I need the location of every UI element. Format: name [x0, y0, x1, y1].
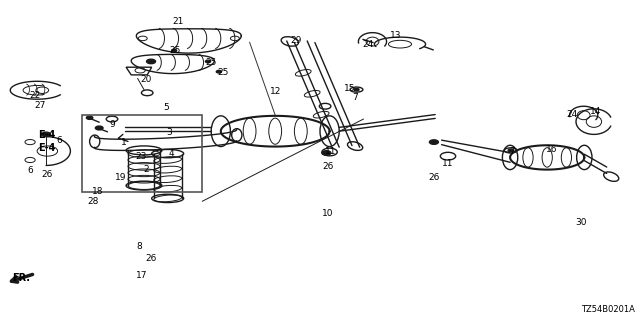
Text: 10: 10 [322, 209, 333, 218]
Text: 11: 11 [324, 148, 336, 156]
Text: 7: 7 [353, 93, 358, 102]
Text: E-4: E-4 [38, 143, 56, 153]
Text: 27: 27 [34, 101, 45, 110]
Text: 17: 17 [136, 271, 148, 280]
Text: 20: 20 [140, 76, 152, 84]
Circle shape [42, 132, 51, 137]
Text: FR.: FR. [12, 273, 30, 283]
Circle shape [147, 59, 156, 64]
Text: 24: 24 [566, 110, 577, 119]
Text: 14: 14 [589, 107, 601, 116]
Circle shape [172, 49, 177, 52]
Circle shape [95, 126, 103, 130]
Text: 29: 29 [290, 36, 301, 45]
Circle shape [508, 149, 513, 152]
Text: 4: 4 [169, 149, 174, 158]
Text: 18: 18 [92, 187, 104, 196]
Text: 28: 28 [87, 197, 99, 206]
Text: 15: 15 [344, 84, 356, 93]
Text: 8: 8 [136, 242, 141, 251]
Text: 11: 11 [442, 159, 454, 168]
Text: 25: 25 [205, 58, 217, 67]
Text: 6: 6 [28, 166, 33, 175]
Text: 1: 1 [121, 138, 126, 147]
Circle shape [322, 151, 331, 155]
Text: 19: 19 [115, 173, 126, 182]
Text: 5: 5 [164, 103, 169, 112]
Text: 21: 21 [172, 17, 184, 26]
Text: 26: 26 [145, 254, 157, 263]
Text: 26: 26 [323, 162, 334, 171]
Circle shape [216, 70, 221, 73]
Text: 9: 9 [109, 120, 115, 129]
Text: E-4: E-4 [38, 130, 56, 140]
Text: 22: 22 [29, 91, 41, 100]
Circle shape [429, 140, 438, 144]
Text: 13: 13 [390, 31, 401, 40]
Bar [82, 115, 202, 192]
Text: 12: 12 [269, 87, 281, 96]
Text: 3: 3 [167, 128, 172, 137]
Text: 16: 16 [546, 145, 557, 154]
Text: 26: 26 [428, 173, 440, 182]
Circle shape [354, 88, 359, 91]
Text: 2: 2 [143, 165, 148, 174]
Text: 7: 7 [509, 147, 515, 156]
Text: 24: 24 [362, 40, 374, 49]
Circle shape [86, 116, 93, 119]
Text: 30: 30 [575, 218, 587, 227]
Text: 25: 25 [217, 68, 228, 77]
Circle shape [205, 60, 211, 63]
Text: 26: 26 [41, 170, 52, 179]
Text: TZ54B0201A: TZ54B0201A [581, 305, 635, 314]
Text: 25: 25 [169, 46, 180, 55]
Text: 23: 23 [135, 152, 147, 161]
Text: 6: 6 [57, 136, 62, 145]
